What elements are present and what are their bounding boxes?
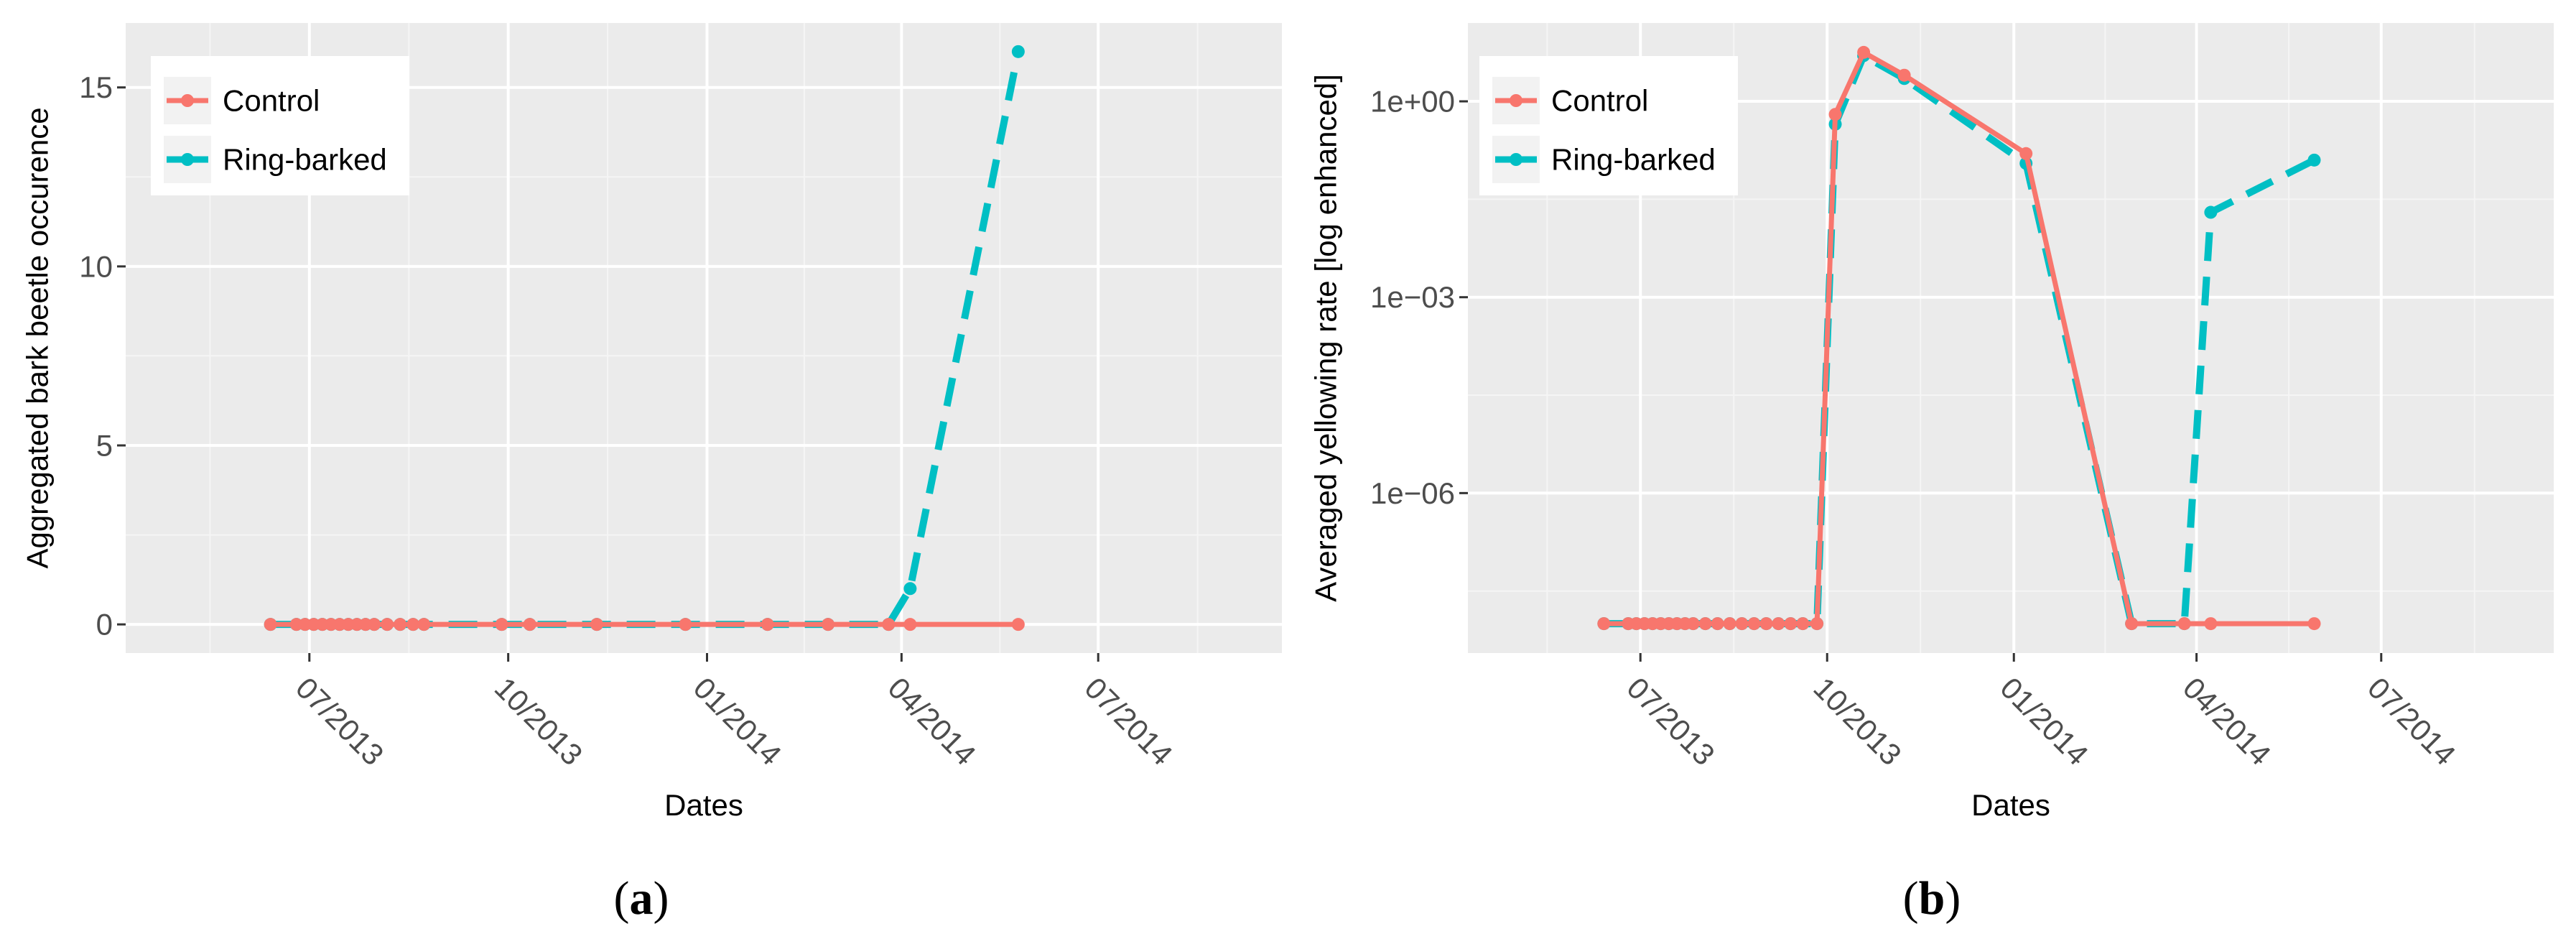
y-axis-title: Averaged yellowing rate [log enhanced] (1309, 74, 1343, 602)
data-point-ring-barked (903, 582, 917, 596)
data-point-control (1772, 617, 1785, 631)
legend-label-control: Control (1551, 84, 1648, 118)
legend-key-point-ring-barked (181, 153, 194, 166)
caption-b-letter: b (1919, 872, 1945, 925)
caption-b: (b) (1903, 872, 1961, 925)
data-point-control (882, 618, 896, 631)
legend-key-point-ring-barked (1510, 153, 1522, 166)
caption-b-close: ) (1945, 872, 1961, 925)
data-point-control (590, 618, 604, 631)
caption-b-open: ( (1903, 872, 1919, 925)
caption-a-close: ) (654, 872, 669, 925)
data-point-control (495, 618, 508, 631)
legend-key-point-control (181, 94, 194, 107)
data-point-control (822, 618, 835, 631)
data-point-control (2019, 147, 2033, 160)
y-tick-label: 10 (79, 249, 113, 283)
legend-label-ring-barked: Ring-barked (1551, 143, 1716, 177)
data-point-control (1597, 617, 1611, 631)
data-point-control (2307, 617, 2321, 631)
x-axis-title: Dates (664, 788, 743, 822)
caption-a-open: ( (614, 872, 630, 925)
y-axis-title: Aggregated bark beetle occurence (21, 107, 55, 568)
y-tick-label: 1e−03 (1370, 280, 1455, 314)
data-point-control (1796, 617, 1810, 631)
data-point-control (1723, 617, 1736, 631)
data-point-control (1698, 617, 1712, 631)
data-point-control (394, 618, 407, 631)
data-point-control (1747, 617, 1761, 631)
data-point-control (1735, 617, 1749, 631)
data-point-control (679, 618, 692, 631)
data-point-control (523, 618, 536, 631)
data-point-control (1810, 617, 1824, 631)
y-tick-label: 15 (79, 70, 113, 104)
y-tick-label: 5 (96, 428, 113, 462)
data-point-control (2177, 617, 2191, 631)
legend-label-ring-barked: Ring-barked (223, 143, 387, 177)
data-point-control (1711, 617, 1724, 631)
legend-key-point-control (1510, 94, 1522, 107)
data-point-control (2125, 617, 2139, 631)
legend-label-control: Control (223, 84, 320, 118)
data-point-control (1011, 618, 1025, 631)
data-point-ring-barked (2204, 205, 2218, 219)
y-tick-label: 1e+00 (1370, 85, 1455, 119)
data-point-ring-barked (1011, 45, 1025, 58)
data-point-control (2204, 617, 2218, 631)
data-point-control (1759, 617, 1773, 631)
data-point-control (368, 618, 381, 631)
data-point-control (264, 618, 277, 631)
caption-a-letter: a (630, 872, 654, 925)
data-point-ring-barked (2307, 153, 2321, 167)
data-point-control (1897, 68, 1911, 82)
caption-a: (a) (614, 872, 669, 925)
x-axis-title: Dates (1971, 788, 2050, 822)
y-tick-label: 0 (96, 608, 113, 642)
data-point-control (1686, 617, 1700, 631)
y-tick-label: 1e−06 (1370, 476, 1455, 510)
data-point-control (417, 618, 431, 631)
data-point-control (761, 618, 774, 631)
data-point-control (381, 618, 394, 631)
data-point-control (1828, 108, 1842, 121)
data-point-control (1784, 617, 1798, 631)
data-point-control (1857, 45, 1871, 59)
data-point-control (903, 618, 917, 631)
data-point-control (406, 618, 420, 631)
